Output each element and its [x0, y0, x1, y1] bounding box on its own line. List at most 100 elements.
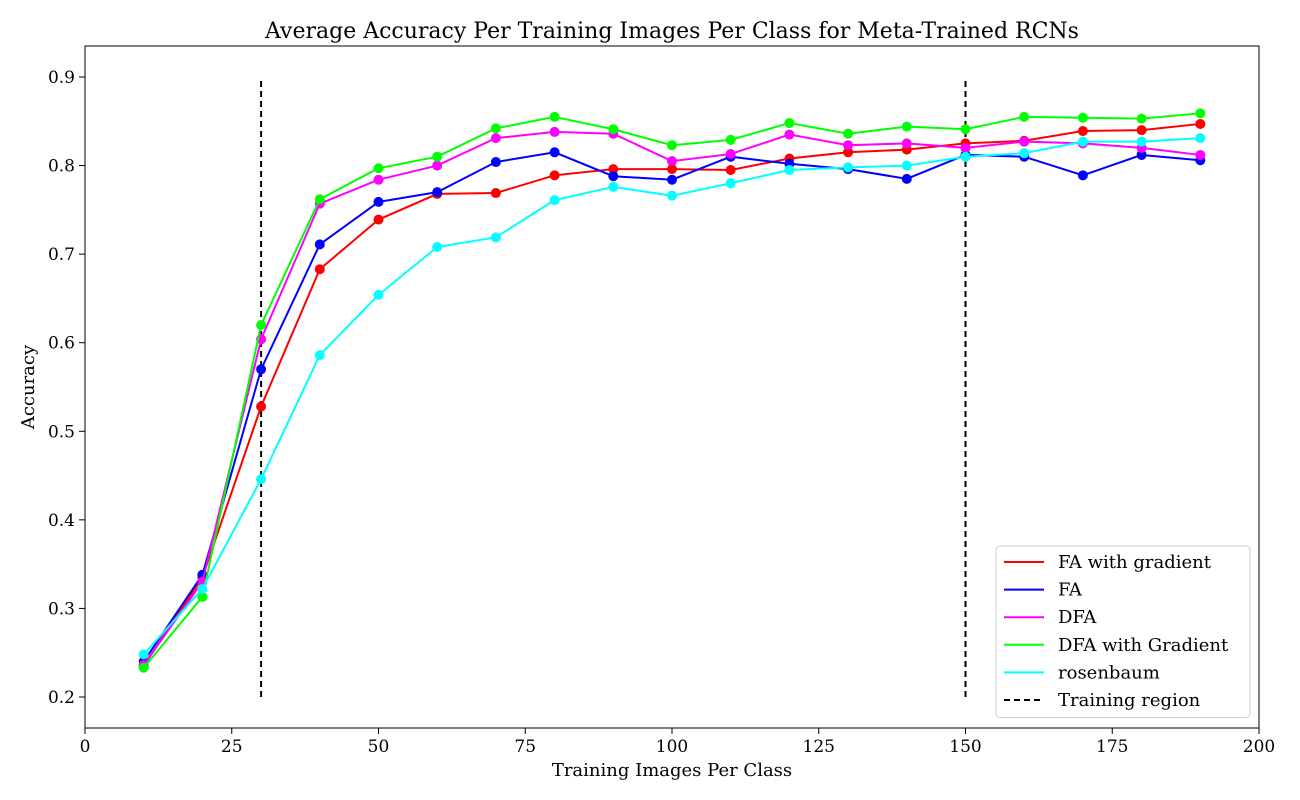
data-point-4-5	[432, 242, 443, 253]
data-point-3-14	[960, 124, 971, 135]
y-tick-label-7: 0.9	[48, 68, 75, 88]
x-tick-label-3: 75	[514, 737, 536, 757]
legend-box	[995, 545, 1251, 719]
y-axis-label: Accuracy	[18, 344, 39, 430]
data-point-1-8	[608, 171, 619, 182]
data-point-1-9	[667, 174, 677, 185]
data-point-1-16	[1077, 170, 1088, 181]
data-point-3-4	[373, 163, 384, 174]
data-point-0-2	[256, 401, 267, 412]
x-tick-label-2: 50	[368, 737, 390, 757]
data-point-2-14	[960, 142, 971, 153]
x-axis-label: Training Images Per Class	[552, 760, 792, 781]
data-point-1-4	[373, 196, 384, 207]
data-point-4-11	[784, 165, 795, 175]
data-point-4-9	[667, 190, 677, 201]
data-point-2-15	[1019, 136, 1030, 147]
plot-area: 0 25 50 75 100 125 150 175 200 0.2 0.3 0.4 0.5 0.6 0.7…	[48, 45, 1275, 757]
data-point-0-16	[1077, 126, 1088, 137]
data-point-4-16	[1077, 136, 1088, 147]
data-point-3-15	[1019, 111, 1030, 122]
data-point-1-5	[432, 187, 443, 198]
data-point-4-13	[901, 160, 912, 171]
data-point-3-6	[490, 123, 501, 134]
data-point-4-8	[608, 181, 619, 192]
data-point-1-6	[490, 157, 501, 168]
data-point-2-6	[490, 133, 501, 144]
data-point-1-13	[901, 173, 912, 184]
data-point-2-10	[725, 149, 736, 160]
legend-label-1: FA	[1058, 580, 1083, 601]
data-point-3-0	[138, 662, 149, 673]
data-point-4-14	[960, 151, 971, 162]
data-point-0-9	[667, 164, 677, 175]
y-tick-label-1: 0.3	[48, 599, 75, 619]
data-point-3-8	[608, 124, 619, 135]
data-point-3-9	[667, 140, 677, 151]
data-point-3-5	[432, 151, 443, 162]
x-tick-label-7: 175	[1096, 737, 1128, 757]
data-point-0-8	[608, 164, 619, 175]
data-point-3-1	[197, 591, 208, 602]
data-point-2-5	[432, 160, 443, 171]
data-point-4-15	[1019, 148, 1030, 159]
data-point-0-10	[725, 165, 736, 175]
data-point-1-7	[549, 147, 560, 158]
x-tick-label-8: 200	[1243, 737, 1275, 757]
data-point-1-2	[256, 364, 267, 375]
data-point-3-18	[1195, 108, 1206, 119]
data-point-4-3	[314, 350, 325, 361]
y-tick-label-0: 0.2	[48, 688, 75, 708]
data-point-0-3	[314, 264, 325, 275]
data-point-2-4	[373, 174, 384, 185]
data-point-2-7	[549, 126, 560, 137]
data-point-0-18	[1195, 118, 1206, 129]
y-tick-label-4: 0.6	[48, 334, 75, 354]
data-point-4-10	[725, 178, 736, 189]
data-point-0-6	[490, 188, 501, 199]
data-point-3-16	[1077, 112, 1088, 123]
data-point-3-12	[843, 128, 854, 139]
legend-label-5: Training region	[1058, 690, 1201, 711]
data-point-3-17	[1136, 113, 1147, 124]
x-tick-label-4: 100	[656, 737, 688, 757]
data-point-4-17	[1136, 136, 1147, 147]
legend-label-0: FA with gradient	[1058, 552, 1212, 573]
y-tick-label-3: 0.5	[48, 422, 75, 442]
data-point-0-4	[373, 214, 384, 225]
y-tick-label-2: 0.4	[48, 511, 75, 531]
x-tick-label-5: 125	[803, 737, 835, 757]
data-point-0-12	[843, 147, 854, 158]
data-point-4-0	[138, 649, 149, 660]
data-point-4-1	[197, 583, 208, 594]
data-point-2-18	[1195, 149, 1206, 160]
data-point-2-12	[843, 140, 854, 151]
data-point-3-11	[784, 118, 795, 129]
data-point-0-7	[549, 170, 560, 181]
legend-label-3: DFA with Gradient	[1058, 635, 1229, 656]
data-point-4-18	[1195, 133, 1206, 144]
data-point-3-2	[256, 320, 267, 330]
data-point-1-17	[1136, 149, 1147, 160]
chart-title: Average Accuracy Per Training Images Per…	[264, 19, 1079, 44]
legend: FA with gradient FA DFA DFA with Gradient ro…	[995, 545, 1251, 719]
data-point-4-12	[843, 162, 854, 173]
y-tick-label-6: 0.8	[48, 157, 75, 177]
x-tick-label-0: 0	[80, 737, 91, 757]
data-point-0-17	[1136, 125, 1147, 136]
legend-label-2: DFA	[1058, 607, 1097, 628]
data-point-3-7	[549, 111, 560, 122]
data-point-4-7	[549, 195, 560, 206]
data-point-3-3	[314, 194, 325, 205]
data-point-2-11	[784, 129, 795, 140]
data-point-1-3	[314, 239, 325, 250]
data-point-3-13	[901, 121, 912, 132]
x-tick-label-1: 25	[221, 737, 243, 757]
x-tick-label-6: 150	[949, 737, 981, 757]
data-point-3-10	[725, 134, 736, 145]
data-point-2-9	[667, 156, 677, 167]
data-point-4-4	[373, 289, 384, 300]
legend-label-4: rosenbaum	[1058, 662, 1160, 683]
y-tick-label-5: 0.7	[48, 245, 75, 265]
